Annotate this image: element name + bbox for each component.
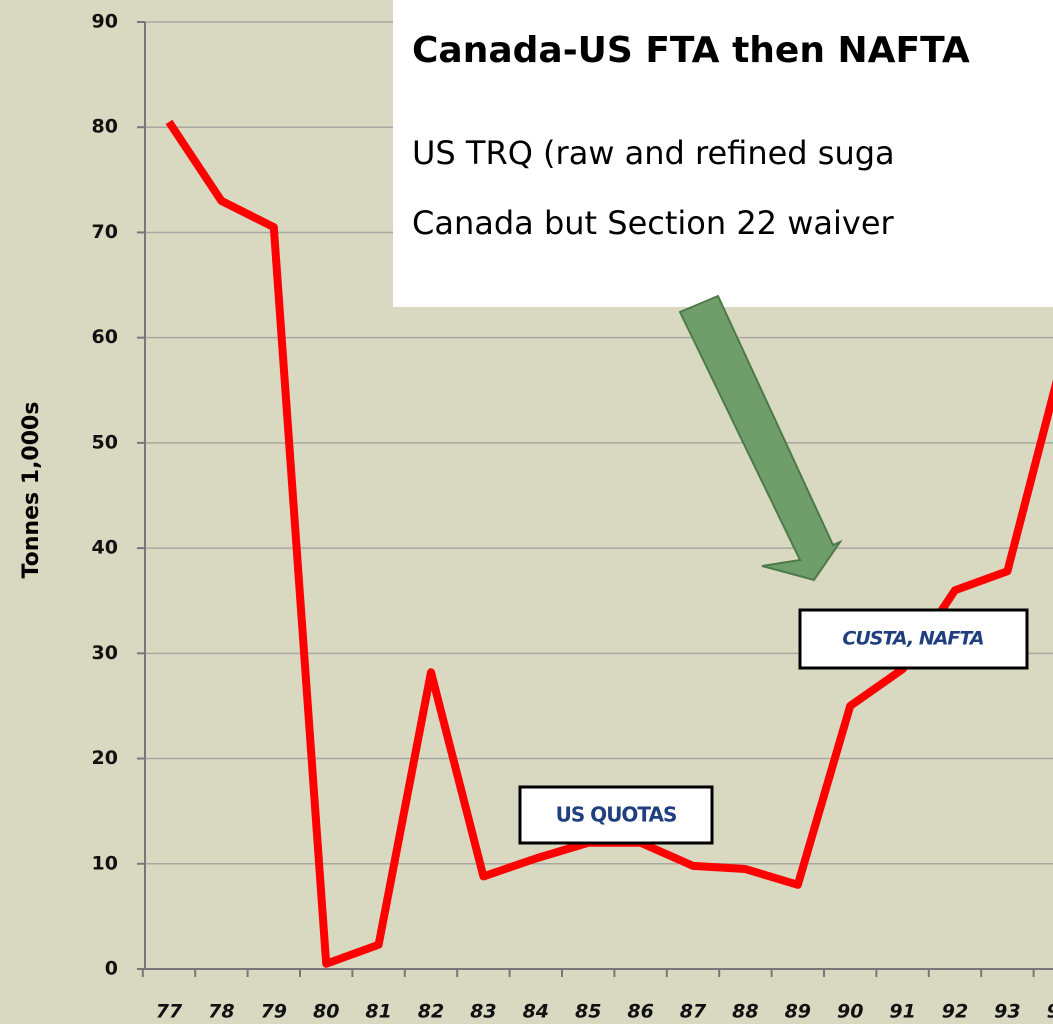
x-tick-label: 82 — [418, 1001, 444, 1023]
annotation-box — [518, 785, 714, 845]
y-tick-label: 10 — [92, 852, 118, 874]
y-tick-label: 0 — [105, 958, 118, 980]
annotation: US QUOTAS — [556, 803, 677, 827]
x-tick-label: 90 — [837, 1001, 863, 1023]
text-box — [393, 0, 1053, 307]
x-tick-label: 79 — [261, 1001, 287, 1023]
x-tick-label: 89 — [785, 1001, 811, 1023]
y-tick-label: 20 — [92, 747, 118, 769]
y-tick-label: 90 — [92, 11, 118, 33]
subtitle: Canada but Section 22 waiver — [412, 204, 895, 242]
y-tick-label: 60 — [92, 326, 118, 348]
y-tick-label: 80 — [92, 116, 118, 138]
x-tick-label: 86 — [627, 1001, 653, 1023]
y-tick-label: 70 — [92, 221, 118, 243]
x-tick-label: 77 — [156, 1001, 183, 1023]
arrow — [678, 294, 843, 582]
x-tick-label: 87 — [680, 1001, 707, 1023]
x-tick-label: 78 — [208, 1001, 234, 1023]
x-tick-label: 93 — [994, 1001, 1020, 1023]
y-axis-label: Tonnes 1,000s — [19, 402, 44, 579]
x-tick-label: 85 — [575, 1001, 601, 1023]
annotation-box — [798, 608, 1029, 670]
x-tick-label: 80 — [313, 1001, 339, 1023]
x-tick-label: 91 — [889, 1001, 915, 1023]
y-tick-label: 30 — [92, 642, 118, 664]
y-tick-label: 40 — [92, 537, 118, 559]
annotation: CUSTA, NAFTA — [842, 628, 984, 650]
x-tick-label: 84 — [523, 1001, 549, 1023]
chart-title: Canada-US FTA then NAFTA — [412, 30, 970, 71]
subtitle: US TRQ (raw and refined suga — [412, 134, 895, 172]
x-tick-label: 81 — [365, 1001, 391, 1023]
x-tick-label: 92 — [942, 1001, 968, 1023]
x-tick-label: 94 — [1047, 1001, 1053, 1023]
y-tick-label: 50 — [92, 431, 118, 453]
x-tick-label: 88 — [732, 1001, 758, 1023]
x-tick-label: 83 — [470, 1001, 496, 1023]
